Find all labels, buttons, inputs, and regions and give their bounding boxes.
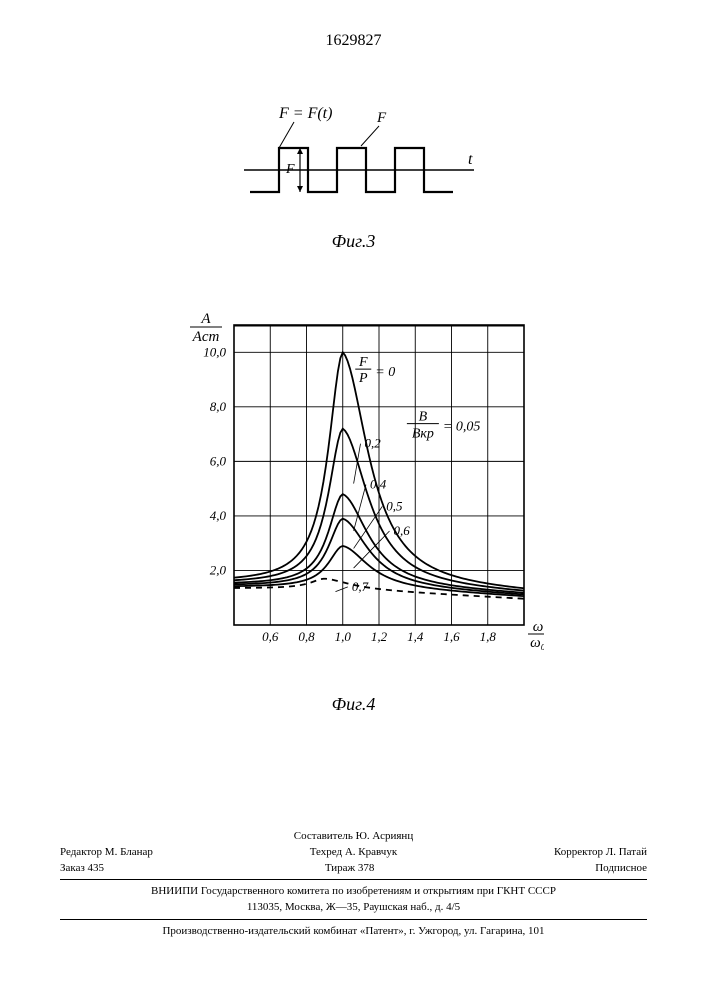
svg-text:1,0: 1,0 (334, 629, 351, 644)
svg-text:8,0: 8,0 (209, 399, 226, 414)
svg-text:F: F (285, 162, 295, 177)
tech-editor: Техред А. Кравчук (310, 845, 397, 860)
svg-text:4,0: 4,0 (209, 508, 226, 523)
circulation: Тираж 378 (325, 861, 375, 876)
compiler: Составитель Ю. Асриянц (60, 829, 647, 844)
divider (60, 879, 647, 880)
editor: Редактор М. Бланар (60, 845, 153, 860)
svg-text:= 0: = 0 (375, 365, 395, 380)
figure-4-caption: Фиг.4 (0, 694, 707, 715)
figure-3: F = F(t) t F F Фиг.3 (0, 100, 707, 252)
svg-text:0,2: 0,2 (364, 436, 381, 451)
svg-text:0,5: 0,5 (386, 498, 403, 513)
figure-4-plot: 0,6 0,8 1,0 1,2 1,4 1,6 1,8 2,0 4,0 6,0 8,0 10,0 A Aс… (164, 305, 544, 685)
org-line-1: ВНИИПИ Государственного комитета по изоб… (60, 884, 647, 899)
order-number: Заказ 435 (60, 861, 104, 876)
svg-text:0,8: 0,8 (298, 629, 315, 644)
svg-text:ω: ω (532, 619, 543, 635)
svg-text:F = F(t): F = F(t) (278, 105, 332, 122)
svg-text:1,2: 1,2 (370, 629, 387, 644)
svg-text:0,6: 0,6 (393, 523, 410, 538)
figure-3-plot: F = F(t) t F F (224, 100, 484, 220)
svg-text:1,4: 1,4 (407, 629, 424, 644)
svg-text:B: B (418, 410, 427, 425)
svg-text:0,7: 0,7 (351, 579, 368, 594)
svg-text:F: F (357, 355, 367, 370)
figure-4: 0,6 0,8 1,0 1,2 1,4 1,6 1,8 2,0 4,0 6,0 8,0 10,0 A Aс… (0, 305, 707, 715)
patent-number: 1629827 (0, 32, 707, 50)
figure-3-caption: Фиг.3 (0, 231, 707, 252)
svg-text:0,6: 0,6 (262, 629, 279, 644)
corrector: Корректор Л. Патай (554, 845, 647, 860)
org-line-2: Производственно-издательский комбинат «П… (60, 924, 647, 939)
svg-text:P: P (357, 371, 367, 386)
svg-text:10,0: 10,0 (203, 344, 226, 359)
imprint-footer: Составитель Ю. Асриянц Редактор М. Блана… (60, 828, 647, 940)
svg-text:t: t (468, 151, 473, 168)
svg-text:Bкр: Bкр (411, 427, 433, 442)
svg-text:Aст: Aст (191, 329, 219, 345)
svg-text:1,6: 1,6 (443, 629, 460, 644)
addr-line-1: 113035, Москва, Ж—35, Раушская наб., д. … (60, 900, 647, 915)
svg-text:6,0: 6,0 (209, 453, 226, 468)
svg-text:1,8: 1,8 (479, 629, 496, 644)
svg-text:F: F (376, 110, 387, 126)
svg-text:2,0: 2,0 (209, 562, 226, 577)
svg-text:A: A (200, 311, 211, 327)
svg-text:0,4: 0,4 (369, 477, 386, 492)
svg-text:ω₀: ω₀ (530, 635, 544, 651)
subscription: Подписное (595, 861, 647, 876)
divider (60, 919, 647, 920)
svg-text:= 0,05: = 0,05 (442, 420, 479, 435)
